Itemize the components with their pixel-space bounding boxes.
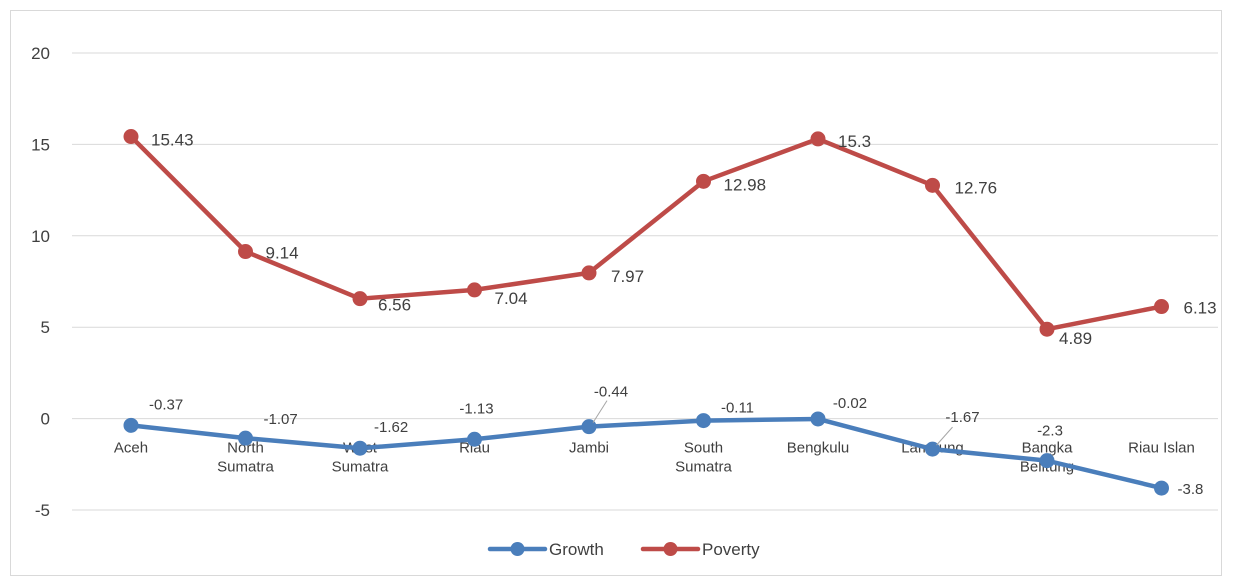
legend-label: Growth <box>549 540 604 559</box>
data-point <box>467 282 482 298</box>
data-point <box>925 177 940 193</box>
data-point <box>352 440 368 456</box>
data-point <box>123 417 139 433</box>
x-category-label: South Sumatra <box>675 440 732 476</box>
data-label: 6.13 <box>1184 299 1217 318</box>
data-label: -0.11 <box>721 400 754 417</box>
data-point <box>352 291 368 307</box>
data-point <box>810 131 826 147</box>
x-category-label-line: Sumatra <box>217 459 274 476</box>
legend-label: Poverty <box>702 540 760 559</box>
data-point <box>925 441 940 457</box>
data-label: -1.62 <box>374 419 408 436</box>
x-category-label: Riau <box>459 440 490 457</box>
data-label: -1.07 <box>264 411 298 428</box>
data-point <box>238 244 253 260</box>
leader-line <box>592 400 608 423</box>
series-line-poverty <box>128 134 1164 332</box>
data-label: 7.97 <box>611 267 644 286</box>
x-category-label-line: Jambi <box>569 440 609 457</box>
data-label: 12.76 <box>955 178 998 197</box>
data-point <box>810 411 826 427</box>
data-point <box>581 419 597 435</box>
data-point <box>123 129 139 145</box>
x-category-label-line: North <box>227 440 264 457</box>
y-tick-label: 15 <box>31 135 50 154</box>
data-label: -1.67 <box>945 409 979 426</box>
data-label: 6.56 <box>378 296 411 315</box>
data-point <box>1039 453 1055 469</box>
y-tick-label: 5 <box>41 318 50 337</box>
x-category-label-line: Riau <box>459 440 490 457</box>
x-category-label: North Sumatra <box>217 440 274 476</box>
x-category-label-line: Sumatra <box>675 459 732 476</box>
data-label: -2.3 <box>1037 423 1063 440</box>
data-point <box>1154 299 1169 315</box>
y-tick-label: 0 <box>41 410 50 429</box>
data-label: -0.37 <box>149 396 183 413</box>
data-label: 15.43 <box>151 131 194 150</box>
x-category-label-line: South <box>684 440 723 457</box>
data-label: 15.3 <box>838 132 871 151</box>
data-label: -0.02 <box>833 395 867 412</box>
x-category-label-line: Riau Islan <box>1128 440 1195 457</box>
x-category-label-line: Bangka <box>1022 440 1074 457</box>
x-category-label: Aceh <box>114 440 148 457</box>
x-category-label: Bengkulu <box>787 440 850 457</box>
data-label: 4.89 <box>1059 329 1092 348</box>
y-tick-label: 10 <box>31 227 50 246</box>
data-label: -3.8 <box>1178 481 1204 498</box>
data-point <box>696 173 711 189</box>
data-point <box>467 431 482 447</box>
data-point <box>238 430 253 446</box>
y-tick-label: 20 <box>31 44 50 63</box>
data-label: 12.98 <box>724 175 767 194</box>
x-category-label: Riau Islan <box>1128 440 1195 457</box>
data-point <box>1039 321 1055 337</box>
data-point <box>581 265 597 281</box>
data-label: 7.04 <box>495 289 528 308</box>
series-line-growth <box>128 416 1164 491</box>
data-point <box>696 413 711 429</box>
legend-marker <box>510 542 525 556</box>
data-label: -0.44 <box>594 384 628 401</box>
legend-marker <box>663 542 678 556</box>
x-category-label: Jambi <box>569 440 609 457</box>
leader-line <box>936 426 953 446</box>
data-point <box>1154 480 1169 496</box>
data-label: -1.13 <box>459 400 493 417</box>
x-category-label-line: Sumatra <box>332 459 389 476</box>
y-tick-label: -5 <box>35 501 50 520</box>
x-category-label-line: Bengkulu <box>787 440 850 457</box>
data-label: 9.14 <box>266 244 299 263</box>
x-category-label-line: Aceh <box>114 440 148 457</box>
